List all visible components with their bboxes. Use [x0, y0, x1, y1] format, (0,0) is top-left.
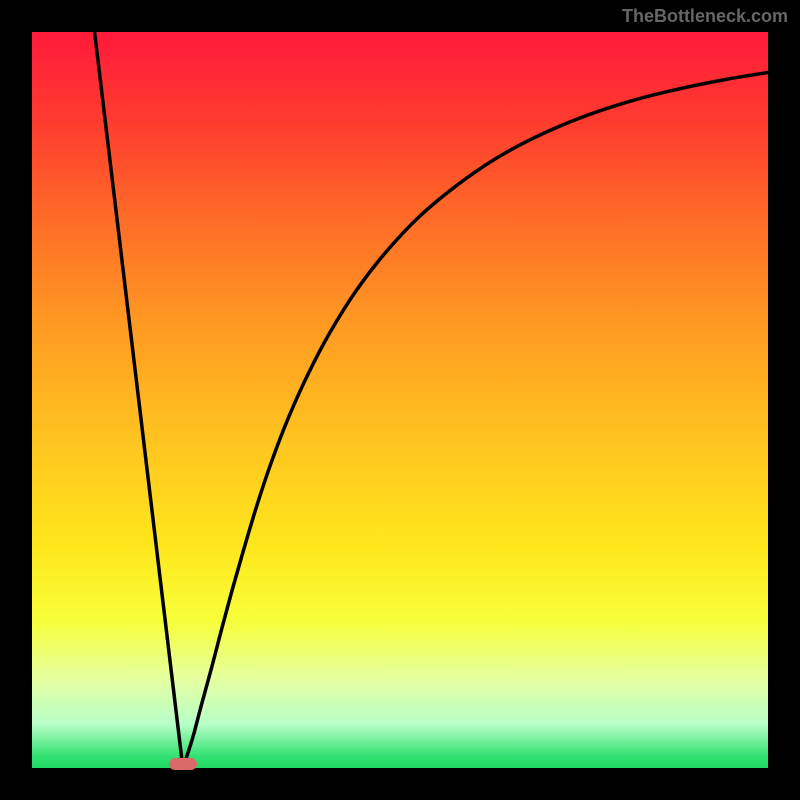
watermark-text: TheBottleneck.com [622, 6, 788, 27]
plot-area [32, 32, 768, 768]
optimal-point-marker [169, 758, 197, 770]
bottleneck-chart: TheBottleneck.com [0, 0, 800, 800]
